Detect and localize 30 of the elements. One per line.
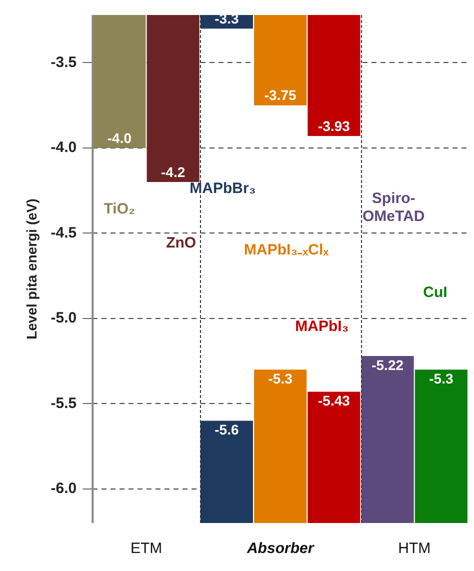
y-tick-label: -5.5 bbox=[50, 394, 77, 412]
data-label: -4.0 bbox=[107, 130, 132, 146]
data-label: -5.3 bbox=[429, 370, 454, 386]
y-tick-label: -4.0 bbox=[50, 139, 77, 156]
data-label: -5.43 bbox=[318, 392, 350, 409]
annotation: MAPbI₃ bbox=[295, 318, 349, 336]
bar bbox=[361, 356, 414, 523]
annotation: MAPbI₃₋ₓClₓ bbox=[244, 241, 330, 258]
data-label: -3.93 bbox=[318, 118, 350, 134]
text: HTM bbox=[398, 540, 431, 558]
data-label: -5.3 bbox=[268, 370, 293, 386]
data-label: -3.75 bbox=[264, 87, 296, 104]
y-tick-label: -4.5 bbox=[50, 224, 77, 242]
bar bbox=[93, 15, 146, 148]
bar bbox=[146, 15, 200, 182]
annotation: ZnO bbox=[166, 234, 196, 252]
y-tick-label: -5.0 bbox=[50, 310, 77, 327]
annotation: TiO₂ bbox=[104, 200, 136, 218]
bar bbox=[414, 370, 468, 523]
annotation: Spiro-OMeTAD bbox=[362, 190, 425, 226]
data-label: -4.2 bbox=[161, 164, 186, 180]
text: Absorber bbox=[246, 540, 315, 558]
text: ETM bbox=[130, 540, 162, 558]
data-label: -5.22 bbox=[372, 356, 404, 373]
y-axis-title: Level pita energi (eV) bbox=[23, 198, 40, 340]
annotation: CuI bbox=[423, 284, 448, 302]
annotation: MAPbBr₃ bbox=[190, 180, 256, 198]
y-tick-label: -6.0 bbox=[50, 480, 77, 498]
data-label: -5.6 bbox=[214, 422, 239, 438]
y-tick-label: -3.5 bbox=[50, 54, 77, 71]
